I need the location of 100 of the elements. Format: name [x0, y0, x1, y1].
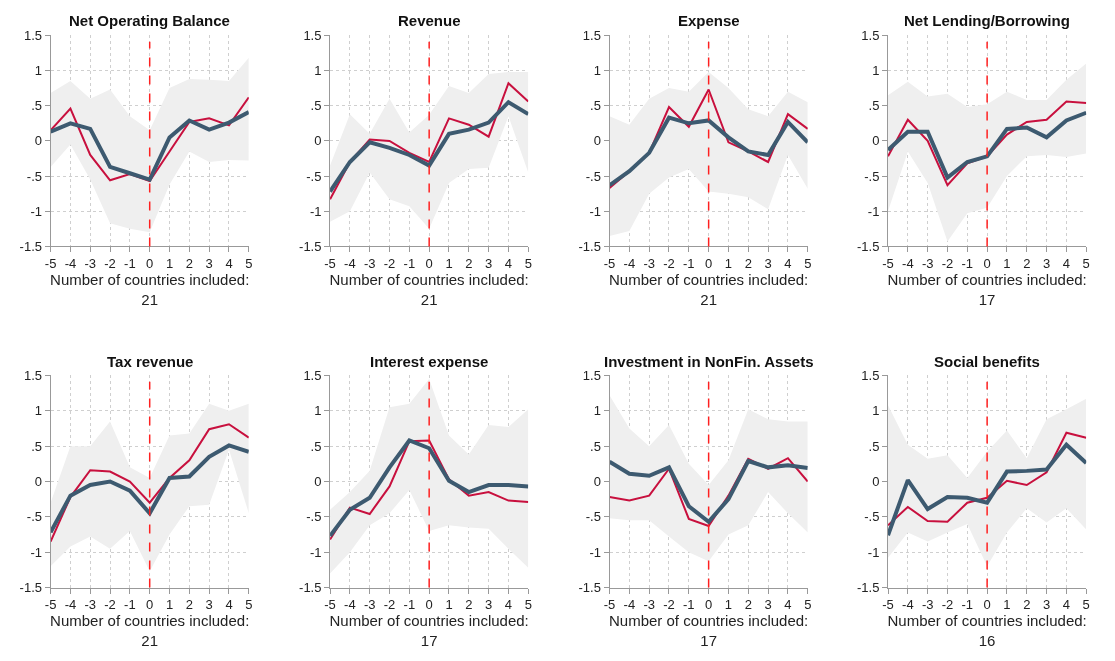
x-tick-label: -5: [324, 256, 336, 272]
x-tick-label: 5: [524, 256, 532, 272]
x-tick-label: 4: [784, 256, 792, 272]
y-tick-label: 1.5: [582, 367, 601, 383]
y-tick-label: -1.5: [19, 580, 42, 596]
y-tick-label: -1: [589, 544, 601, 560]
x-axis-title: Number of countries included: 21: [50, 271, 250, 308]
x-tick-label: 2: [1023, 597, 1031, 613]
x-tick-label: 2: [465, 256, 473, 272]
x-tick-label: -1: [961, 256, 974, 272]
y-tick-label: 1: [872, 403, 880, 419]
line-series: [50, 423, 249, 543]
y-tick-label: .5: [310, 98, 322, 114]
x-tick-label: -3: [921, 256, 934, 272]
x-tick-label: 0: [146, 597, 154, 613]
x-tick-label: 3: [764, 256, 772, 272]
x-tick-label: 0: [705, 256, 713, 272]
x-tick-label: 1: [445, 256, 453, 272]
x-tick-label: 0: [425, 597, 433, 613]
y-tick-label: -1: [867, 203, 880, 219]
x-tick-label: 2: [185, 597, 193, 613]
line-series: [888, 431, 1087, 527]
x-axis-title: Number of countries included: 17: [609, 612, 809, 649]
x-tick-label: -2: [383, 597, 396, 613]
line-series: [609, 115, 808, 188]
x-tick-label: 5: [804, 597, 812, 613]
x-tick-label: -2: [104, 597, 116, 613]
x-tick-label: -4: [344, 597, 356, 613]
y-tick-label: -.5: [585, 509, 601, 525]
line-series: [50, 96, 249, 182]
y-tick-label: 0: [593, 133, 601, 149]
y-tick-label: 1.5: [23, 27, 42, 43]
x-axis-title: Number of countries included: 17: [329, 612, 529, 649]
x-tick-label: -2: [663, 597, 675, 613]
x-tick-label: 1: [724, 256, 733, 272]
x-axis-title: Number of countries included: 21: [50, 612, 250, 649]
x-tick-label: 3: [485, 597, 493, 613]
chart-title: Social benefits: [934, 353, 1040, 370]
x-tick-label: 3: [1042, 256, 1051, 272]
y-tick-label: .5: [310, 438, 322, 454]
y-tick-label: 1: [34, 63, 42, 79]
chart-title: Net Operating Balance: [69, 12, 230, 29]
y-tick-label: 1.5: [23, 367, 42, 383]
y-tick-label: -1: [30, 203, 42, 219]
x-tick-label: 0: [705, 597, 713, 613]
x-tick-label: -4: [64, 597, 77, 613]
y-tick-label: 0: [314, 474, 322, 490]
x-tick-label: 1: [1003, 256, 1011, 272]
x-tick-label: -4: [902, 256, 914, 272]
x-tick-label: -1: [403, 256, 416, 272]
y-tick-label: .5: [31, 98, 42, 114]
x-tick-label: 2: [744, 256, 752, 272]
x-tick-label: -3: [363, 256, 376, 272]
chart-title: Tax revenue: [107, 353, 194, 370]
x-tick-label: 2: [185, 256, 193, 272]
x-tick-label: 3: [485, 256, 493, 272]
x-tick-label: 4: [504, 256, 513, 272]
y-tick-label: -1.5: [857, 580, 880, 596]
x-tick-label: -4: [623, 256, 636, 272]
y-tick-label: -1.5: [578, 580, 601, 596]
y-tick-label: 1: [593, 403, 601, 419]
y-tick-label: 1.5: [861, 27, 880, 43]
y-tick-label: 1.5: [303, 27, 322, 43]
x-tick-label: 5: [1082, 597, 1090, 613]
y-tick-label: -1.5: [578, 238, 601, 254]
chart-title: Investment in NonFin. Assets: [604, 353, 814, 370]
x-tick-label: -2: [941, 256, 954, 272]
x-tick-label: -3: [921, 597, 934, 613]
y-tick-label: .5: [868, 438, 880, 454]
y-tick-label: 0: [872, 133, 880, 149]
x-tick-label: 3: [205, 597, 213, 613]
line-series: [50, 443, 249, 535]
x-tick-label: -1: [124, 597, 136, 613]
y-tick-label: 1: [314, 403, 322, 419]
x-tick-label: 5: [804, 256, 812, 272]
x-axis-title: Number of countries included: 21: [329, 271, 529, 308]
x-axis-title: Number of countries included: 21: [609, 271, 809, 308]
x-tick-label: 4: [225, 256, 233, 272]
y-tick-label: -1: [589, 203, 601, 219]
chart-title: Expense: [678, 12, 740, 29]
y-tick-label: -.5: [864, 509, 880, 525]
y-tick-label: 0: [34, 133, 42, 149]
x-tick-label: -4: [64, 256, 77, 272]
y-tick-label: -1: [309, 544, 322, 560]
x-tick-label: 3: [764, 597, 772, 613]
x-tick-label: -4: [344, 256, 356, 272]
x-tick-label: -5: [603, 256, 616, 272]
y-tick-label: -.5: [26, 168, 42, 184]
y-tick-label: 1.5: [303, 367, 322, 383]
x-tick-label: 0: [146, 256, 154, 272]
x-tick-label: -4: [902, 597, 914, 613]
y-tick-label: -1: [309, 203, 322, 219]
x-tick-label: 1: [1003, 597, 1011, 613]
y-tick-label: -1: [30, 544, 42, 560]
x-tick-label: -1: [683, 597, 695, 613]
line-series: [330, 100, 529, 194]
y-tick-label: -.5: [585, 168, 601, 184]
y-tick-label: 1.5: [861, 367, 880, 383]
line-series: [50, 110, 249, 182]
x-tick-label: -3: [84, 256, 97, 272]
